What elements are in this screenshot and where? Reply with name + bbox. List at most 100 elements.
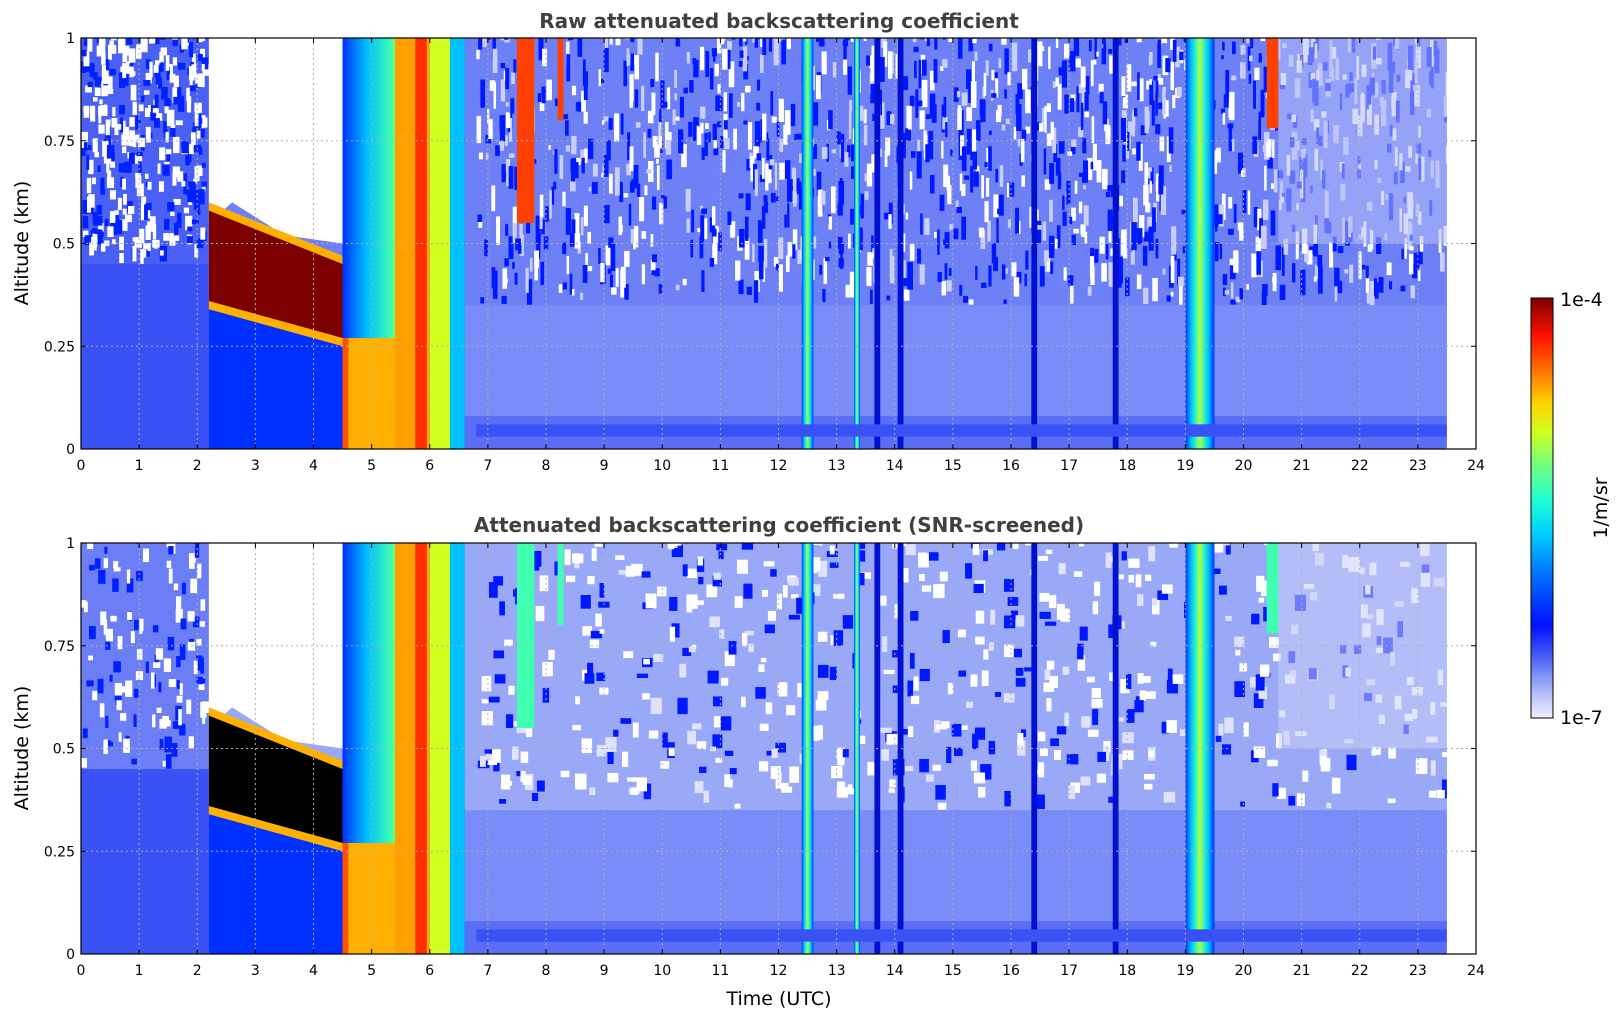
heatmap-noise-cell [625, 565, 635, 577]
heatmap-noise-cell [840, 248, 843, 270]
heatmap-noise-cell [1179, 51, 1184, 61]
heatmap-noise-cell [866, 163, 873, 187]
heatmap-noise-cell [1161, 721, 1170, 734]
heatmap-noise-cell [1254, 67, 1260, 81]
colorbar-gradient [1530, 297, 1554, 719]
heatmap-noise-cell [651, 270, 657, 276]
heatmap-noise-cell [915, 89, 919, 118]
heatmap-noise-cell [974, 727, 986, 740]
heatmap-noise-cell [1237, 222, 1244, 231]
heatmap-noise-cell [944, 263, 948, 280]
surface-strip [476, 424, 1447, 437]
high-cloud-patch [1266, 543, 1279, 634]
heatmap-noise-cell [831, 765, 843, 779]
heatmap-noise-cell [89, 62, 94, 78]
heatmap-noise-cell [763, 201, 769, 214]
heatmap-noise-cell [169, 233, 174, 239]
heatmap-noise-cell [179, 723, 186, 736]
heatmap-noise-cell [1046, 697, 1052, 712]
heatmap-noise-cell [1262, 199, 1269, 221]
precip-column-fill [1185, 543, 1215, 954]
heatmap-noise-cell [499, 601, 505, 616]
heatmap-noise-cell [1295, 231, 1299, 260]
heatmap-noise-cell [111, 211, 119, 222]
heatmap-noise-cell [565, 575, 576, 583]
heatmap-noise-cell [767, 610, 776, 621]
heatmap-noise-cell [163, 658, 172, 672]
heatmap-noise-cell [1125, 277, 1130, 297]
heatmap-noise-cell [687, 568, 698, 579]
heatmap-noise-cell [581, 90, 586, 112]
heatmap-noise-cell [845, 284, 850, 298]
heatmap-noise-cell [1157, 590, 1169, 600]
heatmap-noise-cell [98, 109, 102, 124]
heatmap-noise-cell [1145, 111, 1150, 128]
heatmap-noise-cell [1170, 38, 1175, 51]
heatmap-noise-cell [536, 230, 541, 259]
heatmap-noise-cell [1025, 89, 1031, 114]
heatmap-noise-cell [146, 250, 150, 257]
heatmap-noise-cell [176, 86, 182, 97]
heatmap-noise-cell [169, 65, 173, 77]
heatmap-noise-cell [996, 218, 999, 244]
heatmap-noise-cell [478, 152, 483, 160]
heatmap-noise-cell [98, 43, 106, 54]
heatmap-noise-cell [1036, 122, 1042, 131]
heatmap-noise-cell [1056, 225, 1061, 248]
x-tick-label: 17 [1060, 963, 1078, 979]
heatmap-noise-cell [764, 624, 775, 634]
heatmap-noise-cell [99, 703, 105, 718]
heatmap-noise-cell [105, 638, 111, 650]
heatmap-noise-cell [103, 558, 109, 569]
heatmap-noise-cell [714, 63, 719, 77]
heatmap-noise-cell [1083, 184, 1086, 190]
x-tick-label: 20 [1235, 458, 1253, 474]
heatmap-noise-cell [581, 157, 585, 174]
heatmap-noise-cell [768, 154, 773, 179]
heatmap-noise-cell [196, 655, 203, 671]
heatmap-noise-cell [1388, 747, 1396, 759]
heatmap-noise-cell [1122, 750, 1134, 760]
heatmap-noise-cell [889, 779, 896, 788]
x-tick-label: 23 [1409, 458, 1427, 474]
heatmap-noise-cell [539, 194, 544, 217]
heatmap-noise-cell [488, 119, 493, 140]
heatmap-noise-cell [159, 63, 164, 72]
precip-column [1185, 543, 1215, 954]
precip-column [1185, 38, 1215, 449]
heatmap-noise-cell [988, 642, 994, 651]
heatmap-noise-cell [491, 185, 496, 212]
heatmap-noise-cell [705, 50, 710, 77]
heatmap-noise-cell [1049, 163, 1055, 184]
heatmap-noise-cell [713, 715, 721, 728]
heatmap-noise-cell [149, 61, 153, 78]
heatmap-noise-cell [905, 128, 909, 141]
heatmap-noise-cell [888, 202, 893, 225]
heatmap-noise-cell [194, 543, 200, 558]
heatmap-noise-cell [562, 191, 566, 207]
heatmap-noise-cell [839, 177, 843, 191]
heatmap-noise-cell [1042, 117, 1045, 132]
heatmap-noise-cell [493, 82, 497, 109]
heatmap-noise-cell [1169, 165, 1172, 173]
heatmap-noise-cell [719, 38, 725, 45]
heatmap-noise-cell [754, 121, 761, 147]
heatmap-noise-cell [83, 38, 91, 47]
heatmap-noise-cell [913, 46, 919, 53]
heatmap-noise-cell [1167, 668, 1173, 683]
heatmap-noise-cell [1127, 131, 1130, 151]
heatmap-noise-cell [984, 162, 988, 168]
heatmap-noise-cell [1092, 143, 1097, 159]
heatmap-noise-cell [100, 177, 105, 193]
heatmap-noise-cell [626, 163, 631, 176]
heatmap-noise-cell [844, 152, 849, 167]
heatmap-noise-cell [631, 179, 636, 187]
heatmap-noise-cell [505, 102, 510, 107]
heatmap-noise-cell [1147, 167, 1153, 179]
heatmap-noise-cell [624, 250, 630, 267]
heatmap-noise-cell [488, 696, 500, 703]
heatmap-noise-cell [511, 746, 519, 760]
heatmap-noise-cell [192, 616, 200, 628]
thin-cloud-streak [897, 543, 904, 954]
heatmap-noise-cell [583, 111, 588, 124]
